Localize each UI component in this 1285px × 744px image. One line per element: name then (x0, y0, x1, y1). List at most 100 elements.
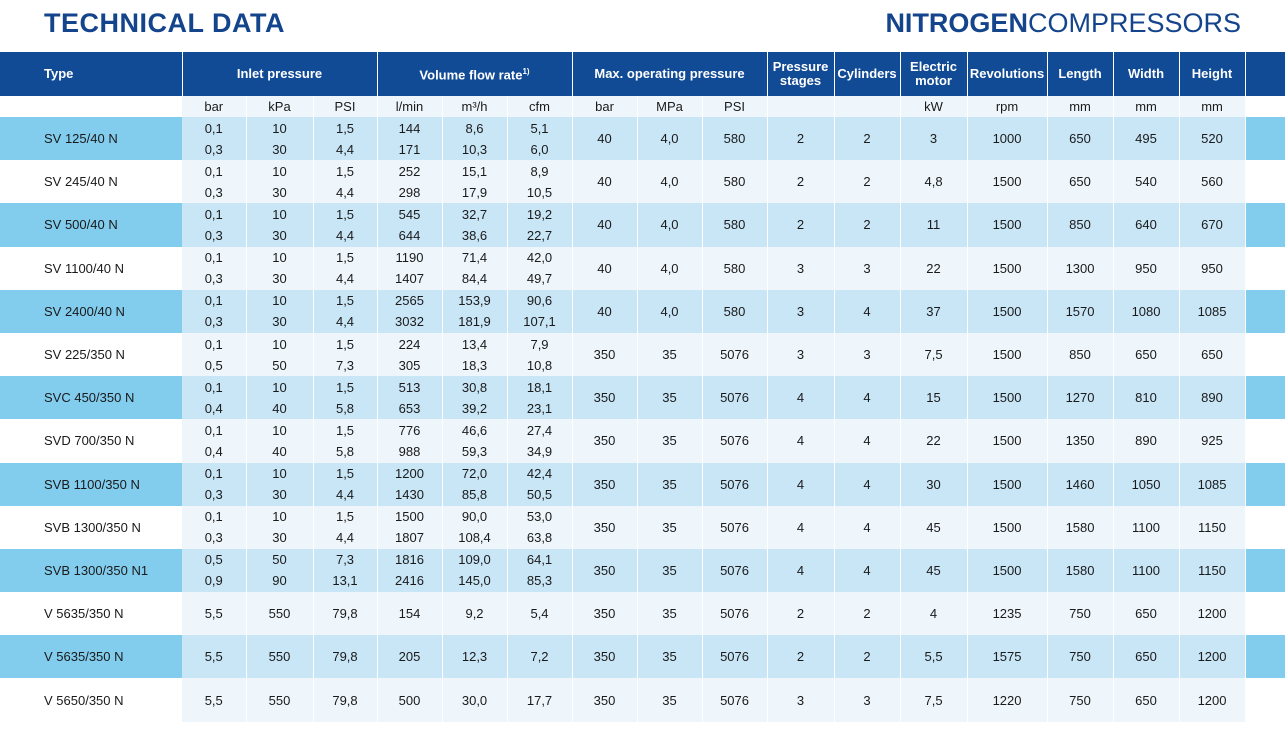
cell-kpa: 50 90 (246, 548, 314, 593)
cell-psi-value: 13,1 (332, 573, 358, 589)
cell-stages: 2 (767, 203, 835, 247)
cell-kpa-value: 10 (272, 466, 287, 482)
cell-m3h: 15,1 17,9 (442, 160, 508, 204)
cell-kpa-value: 40 (272, 443, 287, 459)
cell-kpa-value: 50 (272, 552, 287, 568)
cell-kpa: 10 30 (246, 160, 314, 204)
cell-psi: 79,8 (313, 678, 378, 722)
cell-spacer (1245, 548, 1285, 593)
cell-psi: 1,5 4,4 (313, 246, 378, 290)
cell-cfm-value: 27,4 (526, 422, 553, 438)
cell-m3h-value: 46,6 (461, 422, 488, 438)
cell-lmin-value: 2565 (395, 293, 424, 309)
unit-inlet-kpa: kPa (246, 96, 314, 117)
cell-cfm-value: 23,1 (526, 400, 553, 416)
cell-cfm: 18,1 23,1 (507, 376, 573, 420)
cell-mop-bar: 40 (572, 246, 638, 290)
col-header-max-operating-pressure: Max. operating pressure (572, 52, 768, 96)
cell-rpm: 1500 (967, 419, 1048, 463)
cell-mop-bar: 350 (572, 462, 638, 506)
cell-m3h-value: 32,7 (461, 206, 488, 222)
cell-cylinders: 2 (834, 592, 901, 636)
cell-stages: 4 (767, 548, 835, 593)
cell-cfm-value: 19,2 (526, 206, 553, 222)
unit-flow-cfm: cfm (507, 96, 573, 117)
cell-psi: 7,3 13,1 (313, 548, 378, 593)
cell-mop-psi: 5076 (702, 678, 768, 722)
cell-m3h-value: 13,4 (461, 336, 488, 352)
unit-mop-mpa: MPa (637, 96, 703, 117)
cell-length: 850 (1047, 203, 1114, 247)
volume-flow-rate-label: Volume flow rate (419, 67, 523, 83)
cell-bar-value: 0,1 (204, 509, 223, 525)
cell-stages: 2 (767, 635, 835, 679)
cell-psi-value: 1,5 (335, 120, 355, 136)
cell-kpa-value: 30 (272, 530, 287, 546)
cell-rpm: 1235 (967, 592, 1048, 636)
cell-lmin-value: 252 (398, 163, 421, 179)
cell-lmin: 1200 1430 (377, 462, 443, 506)
cell-kw: 22 (900, 246, 968, 290)
cell-kpa-value: 10 (272, 250, 287, 266)
cell-kpa-value: 10 (272, 336, 287, 352)
cell-kw: 45 (900, 548, 968, 593)
cell-stages: 3 (767, 246, 835, 290)
cell-bar-value: 5,5 (204, 649, 223, 665)
cell-mop-psi: 5076 (702, 376, 768, 420)
technical-data-table: Type Inlet pressure Volume flow rate1) M… (0, 52, 1285, 722)
cell-mop-psi: 5076 (702, 635, 768, 679)
cell-psi-value: 4,4 (335, 530, 355, 546)
cell-length: 1570 (1047, 289, 1114, 333)
cell-cfm: 17,7 (507, 678, 573, 722)
cell-bar-value: 0,3 (204, 487, 223, 503)
cell-psi: 1,5 4,4 (313, 462, 378, 506)
cell-m3h-value: 9,2 (465, 606, 484, 622)
unit-motor-kw: kW (900, 96, 968, 117)
table-row: SVB 1300/350 N1 0,5 0,9 50 90 7,3 13,1 1816 2416… (0, 548, 1285, 593)
table-row: V 5650/350 N 5,5 550 79,8 500 30,0 17,7 350 35 50… (0, 678, 1285, 722)
units-row: bar kPa PSI l/min m³/h cfm bar MPa PSI k… (0, 96, 1285, 117)
cell-lmin-value: 513 (398, 379, 421, 395)
cell-width: 1080 (1113, 289, 1180, 333)
cell-lmin-value: 1816 (395, 552, 424, 568)
cell-mop-psi: 5076 (702, 592, 768, 636)
cell-length: 1580 (1047, 505, 1114, 549)
cell-psi: 1,5 4,4 (313, 160, 378, 204)
cell-cfm-value: 42,0 (526, 250, 553, 266)
cell-type: SVB 1100/350 N (0, 462, 182, 506)
cell-bar-value: 0,1 (204, 293, 223, 309)
cell-cfm: 42,0 49,7 (507, 246, 573, 290)
cell-kpa-value: 10 (272, 120, 287, 136)
cell-type: SV 1100/40 N (0, 246, 182, 290)
page-header: TECHNICAL DATA NITROGENCOMPRESSORS (0, 0, 1285, 52)
cell-m3h-value: 145,0 (458, 573, 491, 589)
cell-m3h: 71,4 84,4 (442, 246, 508, 290)
cell-bar-value: 0,1 (204, 379, 223, 395)
cell-m3h: 12,3 (442, 635, 508, 679)
cell-lmin-value: 1807 (395, 530, 424, 546)
cell-cylinders: 4 (834, 548, 901, 593)
cell-rpm: 1220 (967, 678, 1048, 722)
cell-bar: 0,1 0,4 (182, 376, 247, 420)
cell-kw: 11 (900, 203, 968, 247)
cell-rpm: 1500 (967, 376, 1048, 420)
cell-m3h-value: 59,3 (461, 443, 488, 459)
cell-cfm-value: 7,2 (530, 649, 549, 665)
cell-mop-mpa: 35 (637, 376, 703, 420)
cell-spacer (1245, 203, 1285, 247)
cell-length: 750 (1047, 635, 1114, 679)
cell-kpa-value: 10 (272, 379, 287, 395)
cell-lmin: 500 (377, 678, 443, 722)
cell-mop-mpa: 35 (637, 635, 703, 679)
cell-psi: 79,8 (313, 592, 378, 636)
cell-width: 890 (1113, 419, 1180, 463)
cell-cfm-value: 85,3 (526, 573, 553, 589)
cell-cfm-value: 42,4 (526, 466, 553, 482)
cell-mop-mpa: 35 (637, 592, 703, 636)
table-row: SV 225/350 N 0,1 0,5 10 50 1,5 7,3 224 305 13,4 18… (0, 332, 1285, 377)
cell-m3h-value: 30,8 (461, 379, 488, 395)
cell-mop-bar: 350 (572, 635, 638, 679)
cell-spacer (1245, 635, 1285, 679)
cell-m3h-value: 108,4 (458, 530, 491, 546)
cell-lmin: 224 305 (377, 332, 443, 377)
